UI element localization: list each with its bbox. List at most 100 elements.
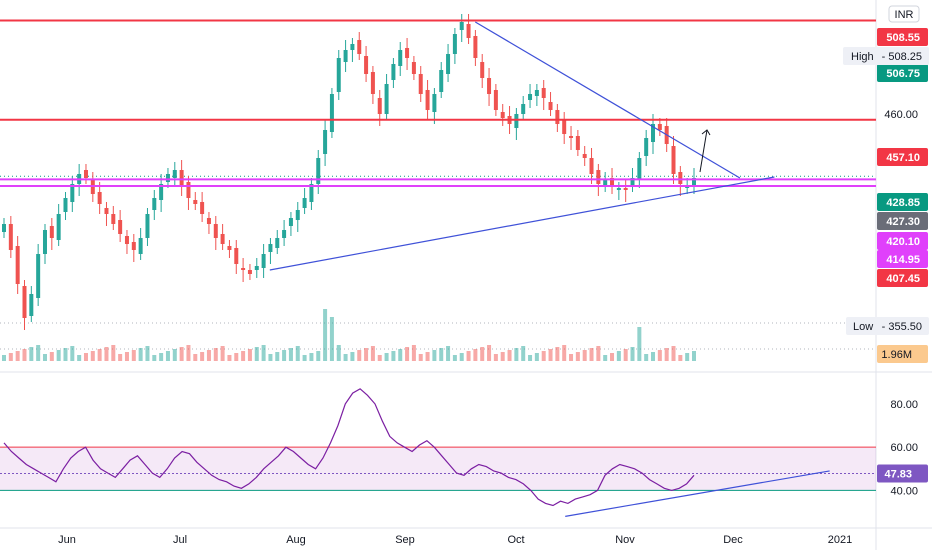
arrow-shaft[interactable] xyxy=(699,129,708,173)
volume-bar xyxy=(657,350,662,361)
price-badge[interactable] xyxy=(877,28,928,46)
volume-bar xyxy=(83,353,88,361)
time-axis[interactable]: Jun Jul Aug Sep Oct Nov Dec 2021 xyxy=(0,527,932,546)
volume-bar xyxy=(500,352,505,361)
volume-bar xyxy=(398,349,403,361)
currency-label-box[interactable] xyxy=(888,5,920,23)
candle xyxy=(555,110,560,124)
volume-bar xyxy=(459,353,464,361)
candle xyxy=(213,224,218,238)
candle xyxy=(83,170,88,178)
candle xyxy=(452,34,457,54)
volume-bar xyxy=(124,352,129,361)
volume-bar xyxy=(370,346,375,361)
volume-bar xyxy=(268,354,273,361)
volume-bar xyxy=(514,348,519,361)
candle xyxy=(15,246,20,284)
rsi-trendline[interactable] xyxy=(565,470,830,517)
volume-bar xyxy=(534,353,539,361)
candle xyxy=(247,270,252,274)
candle xyxy=(172,170,177,178)
volume-bar xyxy=(439,348,444,361)
candle xyxy=(418,74,423,94)
volume-bar xyxy=(288,348,293,361)
candle xyxy=(459,22,464,30)
volume-pane xyxy=(2,309,696,361)
volume-bar xyxy=(261,345,266,361)
volume-bar xyxy=(678,355,683,361)
candle xyxy=(364,56,369,74)
high-value: - 508.25 xyxy=(882,51,922,63)
candle xyxy=(22,286,27,318)
price-axis[interactable]: 440.00460.00480.00500.0040.0060.0080.005… xyxy=(843,28,929,497)
volume-bar xyxy=(111,345,116,361)
candle xyxy=(49,226,54,238)
volume-bar xyxy=(630,347,635,361)
price-badge[interactable] xyxy=(877,269,928,287)
volume-bar xyxy=(309,353,314,361)
candle xyxy=(200,202,205,214)
candle xyxy=(111,214,116,224)
candle xyxy=(63,198,68,212)
volume-bar xyxy=(589,348,594,361)
candle xyxy=(206,218,211,224)
candle xyxy=(671,146,676,174)
candle xyxy=(514,114,519,128)
rsi-tick-label: 40.00 xyxy=(890,485,918,497)
price-badge[interactable] xyxy=(877,232,928,250)
rsi-pane[interactable] xyxy=(0,388,876,507)
volume-bar xyxy=(70,346,75,361)
price-badge[interactable] xyxy=(877,148,928,166)
volume-bar xyxy=(200,352,205,361)
trendline[interactable] xyxy=(474,21,741,179)
candle xyxy=(521,104,526,114)
price-badge[interactable] xyxy=(877,212,928,230)
volume-bar xyxy=(521,346,526,361)
volume-bar xyxy=(282,350,287,361)
volume-bar xyxy=(77,355,82,361)
candle xyxy=(487,78,492,94)
candle xyxy=(165,174,170,182)
volume-bar xyxy=(206,350,211,361)
volume-bar xyxy=(391,351,396,361)
volume-bar xyxy=(664,348,669,361)
candle xyxy=(234,248,239,264)
volume-bar xyxy=(42,354,47,361)
price-badge[interactable] xyxy=(877,64,928,82)
drawing-overlays[interactable] xyxy=(0,19,876,517)
volume-bar xyxy=(466,351,471,361)
rsi-badge-label: 47.83 xyxy=(884,468,912,480)
volume-bar xyxy=(234,353,239,361)
time-tick-label: Jun xyxy=(58,534,76,546)
volume-bar xyxy=(692,351,696,361)
candle xyxy=(152,198,157,210)
candle xyxy=(302,198,307,208)
candle xyxy=(220,234,225,244)
candle xyxy=(637,158,642,180)
price-badge-label: 506.75 xyxy=(886,68,920,80)
trendline[interactable] xyxy=(269,176,775,271)
volume-bar xyxy=(220,346,225,361)
time-tick-label: Dec xyxy=(723,534,743,546)
candle xyxy=(569,136,574,138)
volume-bar xyxy=(186,345,191,361)
price-badge[interactable] xyxy=(877,250,928,268)
candle xyxy=(446,54,451,74)
candle xyxy=(254,266,259,270)
candle xyxy=(227,246,232,250)
candle xyxy=(575,136,580,150)
volume-bar xyxy=(446,346,451,361)
candle xyxy=(466,24,471,38)
candle xyxy=(295,210,300,220)
price-badge-label: 420.10 xyxy=(886,236,920,248)
volume-bar xyxy=(227,355,232,361)
volume-bar xyxy=(323,309,328,361)
candle xyxy=(562,120,567,134)
candle xyxy=(124,236,129,244)
candle xyxy=(138,238,143,254)
price-badge[interactable] xyxy=(877,193,928,211)
candle xyxy=(473,36,478,58)
candle xyxy=(282,230,287,238)
